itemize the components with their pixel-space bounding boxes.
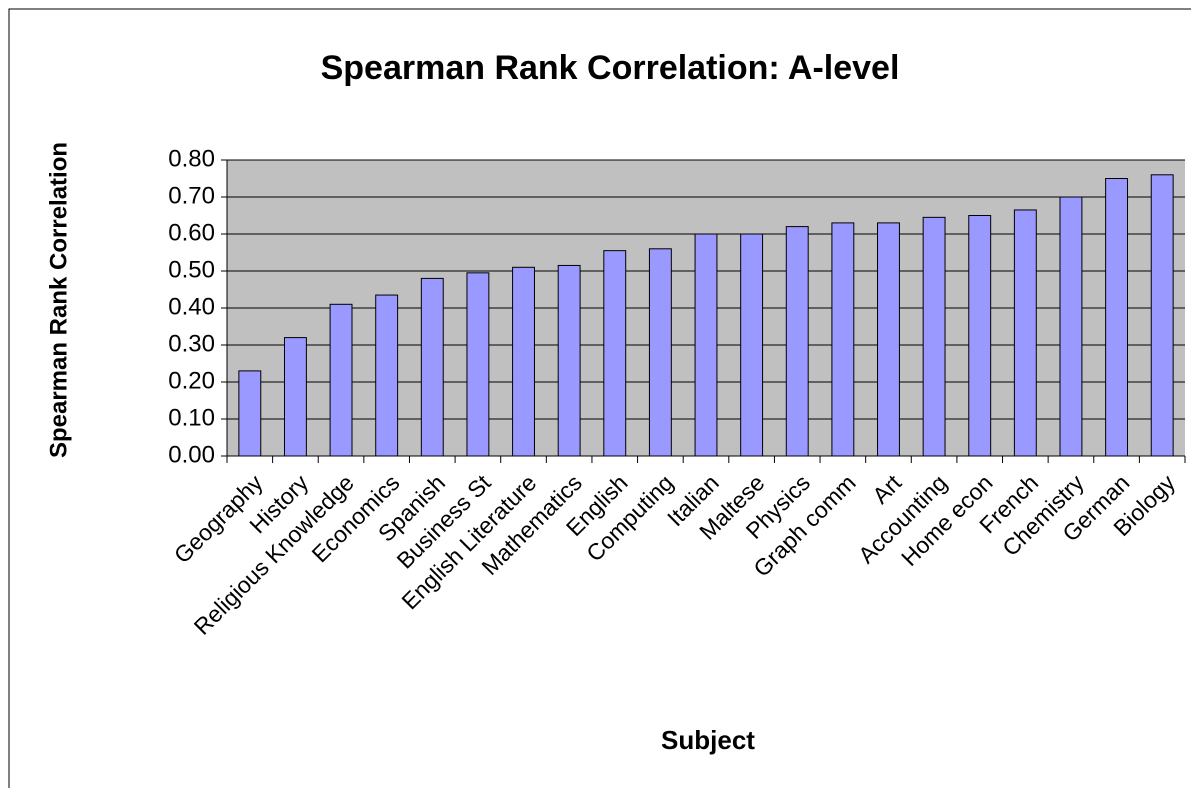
bar xyxy=(557,264,581,457)
y-tick-label: 0.20 xyxy=(168,367,215,394)
bar xyxy=(603,250,627,457)
bar xyxy=(375,294,399,457)
bar xyxy=(648,248,672,457)
bar xyxy=(831,222,855,457)
y-tick-label: 0.70 xyxy=(168,182,215,209)
bar xyxy=(283,337,307,457)
bar xyxy=(1150,174,1174,457)
bar xyxy=(420,277,444,457)
y-axis-label: Spearman Rank Correlation xyxy=(45,142,72,458)
bar xyxy=(329,303,353,457)
y-tick-label: 0.00 xyxy=(168,441,215,468)
y-axis-label-group: Spearman Rank Correlation xyxy=(45,142,72,458)
bar xyxy=(1013,209,1037,457)
y-tick-label: 0.60 xyxy=(168,219,215,246)
bar xyxy=(1105,178,1129,457)
chart-title: Spearman Rank Correlation: A-level xyxy=(321,49,900,87)
y-tick-label: 0.40 xyxy=(168,293,215,320)
bar xyxy=(877,222,900,457)
bar xyxy=(740,233,764,457)
bar xyxy=(694,233,718,457)
bar xyxy=(238,370,262,457)
bar xyxy=(1059,196,1083,457)
bar xyxy=(512,266,535,457)
y-tick-label: 0.50 xyxy=(168,256,215,283)
bar xyxy=(968,215,992,457)
y-tick-label: 0.10 xyxy=(168,404,215,431)
y-tick-label: 0.80 xyxy=(168,145,215,172)
x-axis-label: Subject xyxy=(661,725,755,755)
y-tick-label: 0.30 xyxy=(168,330,215,357)
bar xyxy=(785,226,809,457)
bar xyxy=(922,216,946,457)
bar xyxy=(466,272,490,457)
